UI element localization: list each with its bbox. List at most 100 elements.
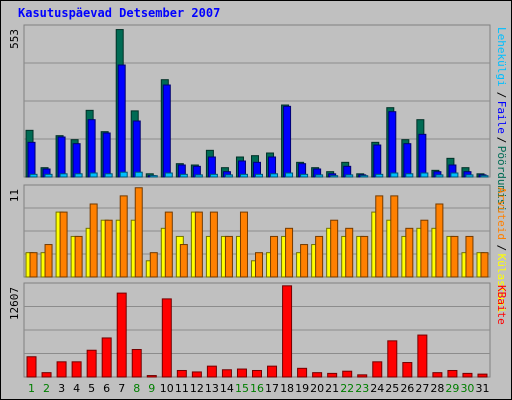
bar-lehekülgi-day-7 <box>119 171 128 178</box>
bar-kbaite-day-18 <box>282 285 293 378</box>
bar-arvuteid-day-26 <box>405 227 414 278</box>
x-tick-label-day-30: 30 <box>460 382 474 395</box>
x-tick-label-day-14: 14 <box>220 382 234 395</box>
bar-arvuteid-day-4 <box>74 235 83 278</box>
x-tick-label-day-18: 18 <box>280 382 294 395</box>
bar-lehekülgi-day-5 <box>89 172 98 178</box>
bar-arvuteid-day-13 <box>209 211 218 278</box>
x-tick-label-day-23: 23 <box>355 382 369 395</box>
legend-lehekülgi: Lehekülgi <box>495 27 508 87</box>
bar-kbaite-day-16 <box>252 369 262 378</box>
bar-arvuteid-day-11 <box>179 244 188 278</box>
bar-arvuteid-day-20 <box>315 235 324 278</box>
bar-kbaite-day-6 <box>101 337 112 378</box>
x-tick-label-day-12: 12 <box>190 382 204 395</box>
bar-lehekülgi-day-17 <box>270 173 279 178</box>
bar-arvuteid-day-16 <box>255 252 263 278</box>
bar-lehekülgi-day-13 <box>209 173 218 178</box>
bar-kbaite-day-17 <box>267 365 278 378</box>
bar-lehekülgi-day-20 <box>315 174 324 178</box>
bar-lehekülgi-day-6 <box>104 173 113 178</box>
bar-lehekülgi-day-27 <box>420 172 429 178</box>
x-tick-label-day-1: 1 <box>28 382 35 395</box>
x-tick-label-day-4: 4 <box>73 382 80 395</box>
bar-kbaite-day-3 <box>56 361 67 378</box>
bar-kbaite-day-19 <box>297 367 308 378</box>
x-tick-label-day-8: 8 <box>133 382 140 395</box>
bar-arvuteid-day-1 <box>29 252 38 278</box>
bar-kbaite-day-28 <box>432 372 443 378</box>
x-tick-label-day-28: 28 <box>430 382 444 395</box>
bar-lehekülgi-day-1 <box>29 173 38 178</box>
bar-arvuteid-day-22 <box>345 227 354 278</box>
bar-arvuteid-day-18 <box>285 227 294 278</box>
x-tick-label-day-16: 16 <box>250 382 264 395</box>
bar-lehekülgi-day-25 <box>390 172 399 178</box>
bar-faile-day-27 <box>418 133 427 178</box>
bar-faile-day-24 <box>373 144 382 178</box>
bar-kbaite-day-27 <box>417 334 428 378</box>
bar-arvuteid-day-5 <box>89 203 98 278</box>
x-tick-label-day-25: 25 <box>385 382 399 395</box>
x-tick-label-day-21: 21 <box>325 382 339 395</box>
bar-lehekülgi-day-4 <box>74 173 83 178</box>
bar-kbaite-day-30 <box>462 372 473 378</box>
x-tick-label-day-6: 6 <box>103 382 110 395</box>
bar-arvuteid-day-9 <box>149 252 158 278</box>
bar-arvuteid-day-15 <box>239 211 248 278</box>
bar-faile-day-5 <box>87 119 96 178</box>
bar-kbaite-day-24 <box>372 361 383 378</box>
chart-title: Kasutuspäevad Detsember 2007 <box>18 6 220 20</box>
bar-lehekülgi-day-8 <box>134 171 143 178</box>
bar-kbaite-day-15 <box>236 368 247 378</box>
x-tick-label-day-13: 13 <box>205 382 219 395</box>
legend-külastusi: Külastusi <box>495 254 508 314</box>
x-tick-label-day-19: 19 <box>295 382 309 395</box>
bar-lehekülgi-day-28 <box>435 174 444 178</box>
x-tick-label-day-5: 5 <box>88 382 95 395</box>
x-tick-label-day-29: 29 <box>445 382 459 395</box>
bar-kbaite-day-20 <box>312 372 323 378</box>
bar-lehekülgi-day-14 <box>224 174 233 178</box>
bar-faile-day-4 <box>72 143 81 178</box>
bar-kbaite-day-5 <box>86 349 97 378</box>
bar-kbaite-day-10 <box>161 298 172 378</box>
bar-faile-day-25 <box>388 111 397 178</box>
bar-arvuteid-day-8 <box>134 187 143 278</box>
x-tick-label-day-20: 20 <box>310 382 324 395</box>
x-tick-label-day-11: 11 <box>175 382 189 395</box>
bar-lehekülgi-day-18 <box>285 172 294 178</box>
bar-arvuteid-day-7 <box>119 195 128 278</box>
bar-lehekülgi-day-19 <box>300 173 309 178</box>
bar-lehekülgi-day-2 <box>44 173 53 178</box>
bar-kbaite-day-21 <box>327 372 338 378</box>
bar-kbaite-day-12 <box>191 371 202 378</box>
bar-lehekülgi-day-11 <box>179 173 188 178</box>
x-tick-label-day-17: 17 <box>265 382 279 395</box>
bar-arvuteid-day-14 <box>224 235 233 278</box>
bar-lehekülgi-day-22 <box>345 174 354 178</box>
bar-lehekülgi-day-16 <box>255 173 263 178</box>
legend-arvuteid: Arvuteid <box>495 187 508 240</box>
panel-1-y-tick-label: 553 <box>8 29 21 49</box>
bar-faile-day-6 <box>102 132 111 178</box>
bar-faile-day-8 <box>132 120 141 178</box>
legend-separator: / <box>495 245 508 252</box>
bar-faile-day-26 <box>403 143 412 178</box>
bar-kbaite-day-8 <box>131 349 142 378</box>
bar-kbaite-day-13 <box>206 365 217 378</box>
bar-lehekülgi-day-24 <box>375 173 384 178</box>
x-tick-label-day-9: 9 <box>148 382 155 395</box>
bar-arvuteid-day-25 <box>390 195 399 278</box>
panel-3-y-tick-label: 12607 <box>8 287 21 320</box>
bar-kbaite-day-22 <box>342 370 353 378</box>
x-tick-label-day-27: 27 <box>415 382 429 395</box>
bar-lehekülgi-day-23 <box>360 175 369 178</box>
x-tick-label-day-3: 3 <box>58 382 65 395</box>
bar-lehekülgi-day-3 <box>59 173 68 178</box>
bar-arvuteid-day-28 <box>435 203 444 278</box>
legend-separator: / <box>495 137 508 144</box>
bar-arvuteid-day-2 <box>44 244 53 278</box>
bar-lehekülgi-day-21 <box>330 175 339 178</box>
